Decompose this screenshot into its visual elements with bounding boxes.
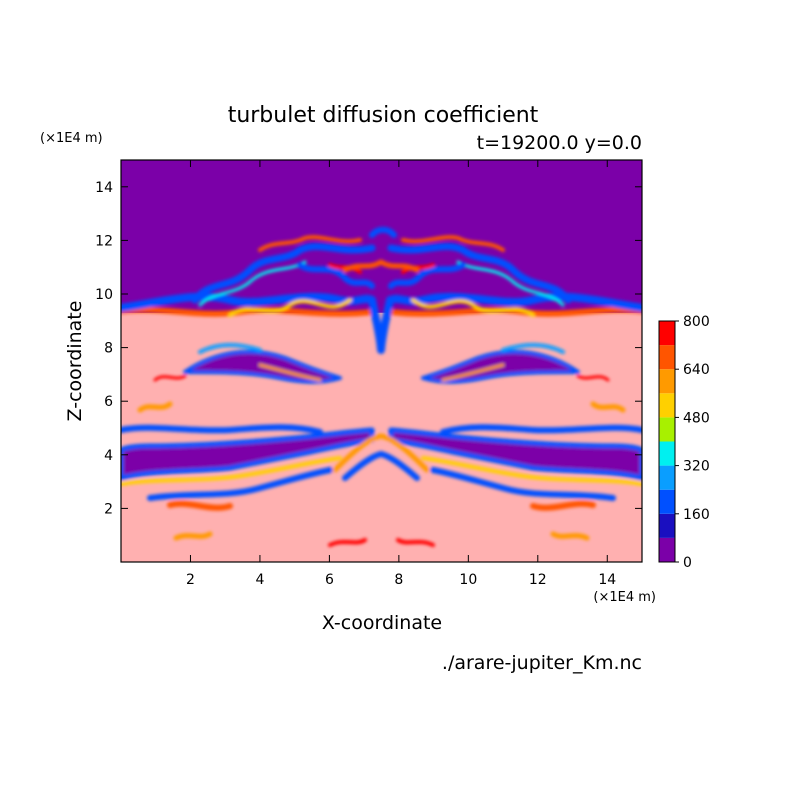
heatmap-field bbox=[121, 160, 642, 562]
x-tick-label: 6 bbox=[325, 572, 334, 588]
y-tick-label: 10 bbox=[95, 287, 113, 303]
y-unit-label: (×1E4 m) bbox=[40, 131, 103, 146]
y-axis-label: Z-coordinate bbox=[64, 301, 86, 422]
chart-title: turbulet diffusion coefficient bbox=[228, 103, 539, 128]
y-tick-label: 2 bbox=[104, 501, 113, 517]
colorbar-swatch bbox=[659, 513, 675, 538]
x-tick-label: 10 bbox=[459, 572, 477, 588]
chart-subtitle: t=19200.0 y=0.0 bbox=[477, 132, 642, 154]
x-tick-label: 2 bbox=[186, 572, 195, 588]
field-upper-layer bbox=[121, 160, 642, 313]
colorbar-frame bbox=[658, 320, 676, 563]
x-tick-label: 14 bbox=[598, 572, 616, 588]
x-unit-label: (×1E4 m) bbox=[593, 590, 656, 605]
colorbar-tick-label: 800 bbox=[683, 314, 710, 330]
colorbar-tick-label: 0 bbox=[683, 555, 692, 571]
x-tick-label: 12 bbox=[529, 572, 547, 588]
x-tick-label: 8 bbox=[394, 572, 403, 588]
y-tick-label: 8 bbox=[104, 341, 113, 357]
colorbar-swatch bbox=[659, 369, 675, 394]
y-tick-label: 12 bbox=[95, 233, 113, 249]
colorbar-tick-label: 480 bbox=[683, 410, 710, 426]
colorbar-swatch bbox=[659, 441, 675, 466]
colorbar-swatch bbox=[659, 345, 675, 370]
x-tick-label: 4 bbox=[255, 572, 264, 588]
colorbar-tick-label: 640 bbox=[683, 362, 710, 378]
y-axis: 2 4 6 8 10 12 14 bbox=[95, 180, 642, 517]
colorbar: 0 160 320 480 640 800 bbox=[658, 314, 710, 571]
colorbar-swatch bbox=[659, 417, 675, 442]
y-tick-label: 6 bbox=[104, 394, 113, 410]
colorbar-swatch bbox=[659, 537, 675, 562]
colorbar-swatch bbox=[659, 489, 675, 514]
plot-frame bbox=[120, 159, 643, 563]
colorbar-swatch bbox=[659, 321, 675, 346]
y-tick-label: 4 bbox=[104, 448, 113, 464]
x-axis-label: X-coordinate bbox=[322, 612, 442, 634]
y-tick-label: 14 bbox=[95, 180, 113, 196]
colorbar-tick-label: 160 bbox=[683, 507, 710, 523]
colorbar-tick-label: 320 bbox=[683, 459, 710, 475]
footer-source-file: ./arare-jupiter_Km.nc bbox=[442, 652, 642, 674]
colorbar-swatch bbox=[659, 465, 675, 490]
colorbar-swatch bbox=[659, 393, 675, 418]
x-axis: 2 4 6 8 10 12 14 bbox=[186, 160, 616, 588]
